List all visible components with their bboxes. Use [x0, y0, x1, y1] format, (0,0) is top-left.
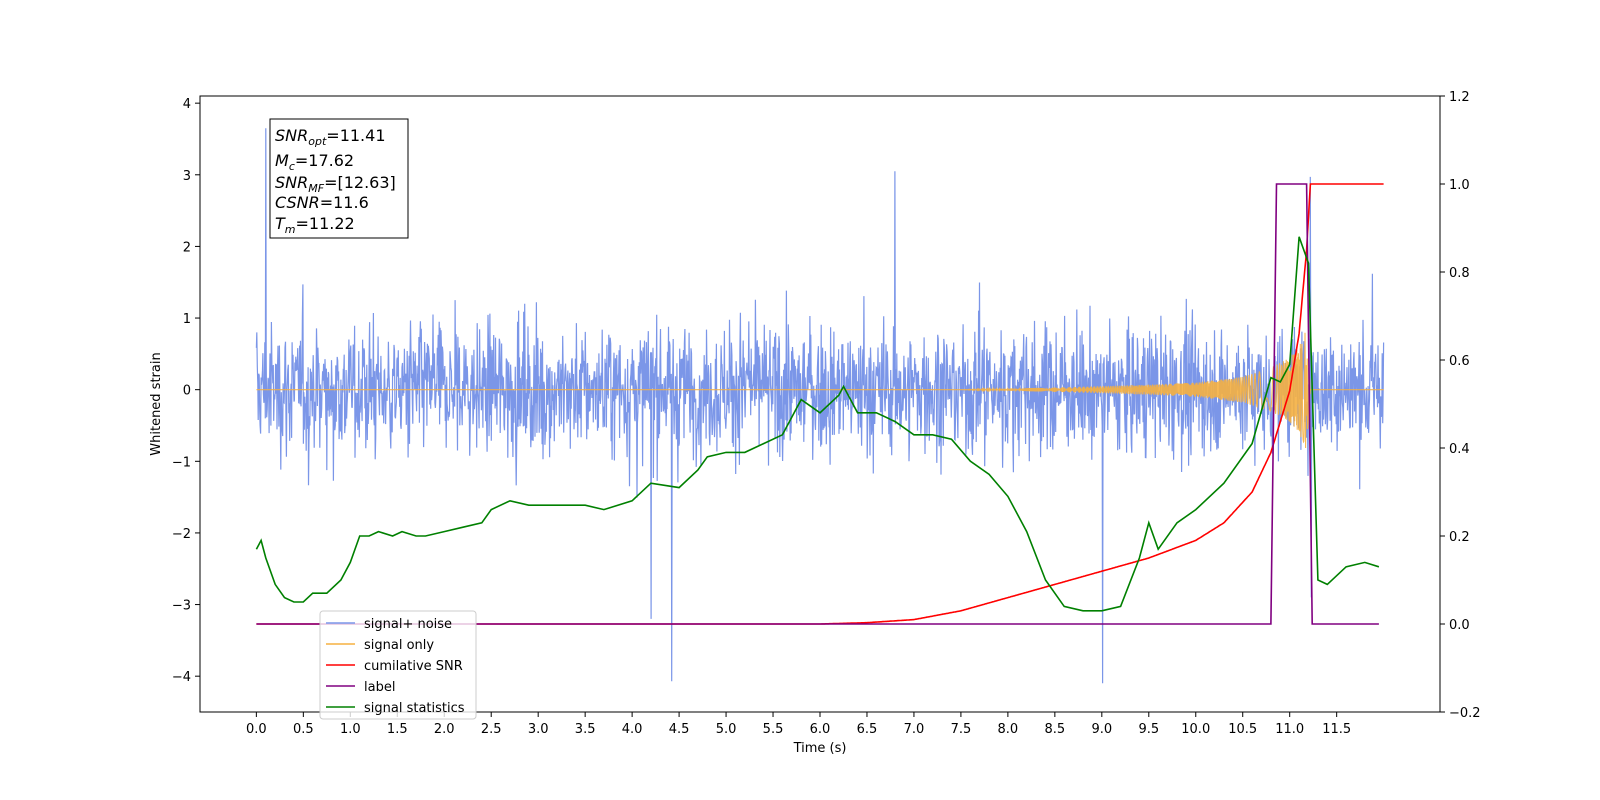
y-axis-label: Whitened strain	[149, 352, 164, 455]
y-right-tick-label: −0.2	[1449, 706, 1481, 721]
info-tm: Tm=11.22	[275, 214, 355, 236]
y-right-tick-label: 0.0	[1449, 618, 1470, 633]
x-tick-label: 1.0	[340, 722, 361, 737]
x-tick-label: 0.5	[293, 722, 314, 737]
axes: 0.0 0.5 1.0 1.5 2.0 2.5 3.0 3.5 4.0 4.5 5.0 5.5 6.0 6…	[172, 90, 1481, 737]
y-right-tick-label: 0.8	[1449, 266, 1470, 281]
x-tick-label: 8.5	[1045, 722, 1066, 737]
info-mc: Mc=17.62	[275, 151, 354, 173]
x-tick-label: 0.0	[246, 722, 267, 737]
x-tick-label: 7.0	[904, 722, 925, 737]
legend-statistics: signal statistics	[364, 701, 465, 716]
x-tick-label: 8.0	[998, 722, 1019, 737]
x-tick-label: 1.5	[387, 722, 408, 737]
x-tick-label: 5.0	[716, 722, 737, 737]
legend-noise: signal+ noise	[364, 617, 452, 632]
y-tick-label: 0	[183, 384, 191, 399]
y-tick-label: −4	[172, 670, 191, 685]
y-tick-label: 1	[183, 312, 191, 327]
y-right-tick-label: 1.0	[1449, 178, 1470, 193]
x-tick-label: 2.0	[434, 722, 455, 737]
legend: signal+ noise signal only cumilative SNR…	[319, 610, 477, 720]
x-tick-label: 3.0	[528, 722, 549, 737]
series-signal-statistics	[255, 236, 1380, 612]
x-tick-label: 11.0	[1275, 722, 1304, 737]
x-tick-label: 6.5	[857, 722, 878, 737]
y-tick-label: 4	[183, 97, 191, 112]
x-tick-label: 10.5	[1228, 722, 1257, 737]
x-tick-label: 11.5	[1322, 722, 1351, 737]
info-snr-opt: SNRopt=11.41	[275, 126, 386, 148]
x-tick-label: 7.5	[951, 722, 972, 737]
y-right-tick-label: 1.2	[1449, 90, 1470, 105]
info-csnr: CSNR=11.6	[275, 193, 369, 212]
x-tick-label: 4.5	[669, 722, 690, 737]
y-tick-label: −1	[172, 455, 191, 470]
x-tick-label: 2.5	[481, 722, 502, 737]
y-right-tick-label: 0.6	[1449, 354, 1470, 369]
x-tick-label: 10.0	[1181, 722, 1210, 737]
info-snr-mf: SNRMF=[12.63]	[275, 173, 396, 195]
y-tick-label: 3	[183, 169, 191, 184]
legend-cumulative-snr: cumilative SNR	[364, 659, 463, 674]
info-box: SNRopt=11.41 Mc=17.62 SNRMF=[12.63] CSNR…	[269, 118, 409, 239]
legend-signal: signal only	[364, 638, 434, 653]
y-tick-label: −2	[172, 527, 191, 542]
x-axis-label: Time (s)	[793, 741, 847, 756]
x-tick-label: 4.0	[622, 722, 643, 737]
y-tick-label: −3	[172, 599, 191, 614]
series-signal-only	[256, 332, 1384, 449]
x-tick-label: 6.0	[810, 722, 831, 737]
x-tick-label: 9.0	[1091, 722, 1112, 737]
x-tick-label: 9.5	[1138, 722, 1159, 737]
x-tick-label: 3.5	[575, 722, 596, 737]
x-tick-label: 5.5	[763, 722, 784, 737]
y-right-tick-label: 0.2	[1449, 530, 1470, 545]
legend-label: label	[364, 680, 395, 695]
y-right-tick-label: 0.4	[1449, 442, 1470, 457]
series-label	[256, 183, 1379, 625]
y-tick-label: 2	[183, 240, 191, 255]
